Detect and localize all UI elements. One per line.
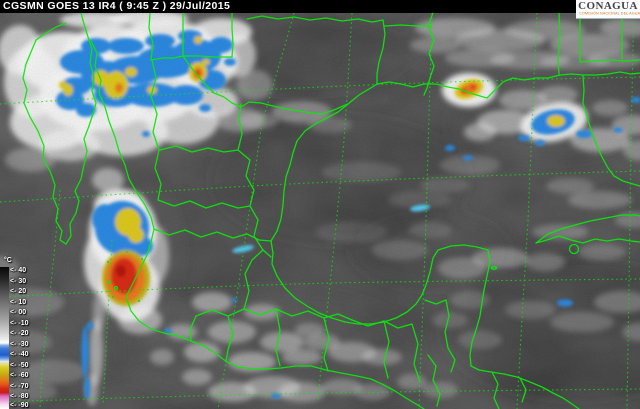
honduras-border [519,377,527,403]
longitude-line-b [102,239,113,406]
scale-tick: <- -60 [10,372,29,379]
guerrero-border [275,308,281,367]
islas-marias [113,285,119,291]
us-mexico-border-west [150,55,184,61]
image-title: CGSMN GOES 13 IR4 ( 9:45 Z ) 29/Jul/2015 [3,0,231,12]
chiapas-border [411,323,421,383]
belize-guatemala-border [447,347,456,373]
rio-grande-border [182,55,349,115]
longitude-line-f [516,12,538,409]
longitude-line-g [626,12,635,409]
latitude-line-30N [0,76,640,105]
longitude-line-e [418,12,433,409]
scale-gradient-bar [0,267,9,409]
cuba-south-coast [535,235,640,244]
oaxaca-chiapas-border [383,320,390,379]
texas-gulf-coast [347,83,378,105]
scale-tick: <- -80 [10,393,29,400]
guatemala-honduras-border [491,371,500,409]
scale-tick: <- -40 [10,351,29,358]
cuba-north-coast [535,214,640,244]
coahuila-border-horizontal [159,145,239,153]
oaxaca-west-border [323,317,330,372]
newmexico-texas-border [231,12,234,58]
hidalgo-border [243,249,264,310]
scale-tick: <- -30 [10,340,29,348]
tamaulipas-gulf-coast [270,103,349,242]
coahuila-border-vertical [237,103,243,151]
scale-tick: <- 40 [10,267,27,274]
mississippi-river-border [423,12,435,96]
conagua-logo-text: CONAGUA [578,0,638,12]
scale-tick: <- 30 [10,277,27,285]
mexico-pacific-coast [90,40,425,409]
texas-red-river-border [246,15,384,23]
latitude-line-15N [0,388,640,403]
isla-juventud-outline [568,243,580,255]
latitude-line-20N [0,278,640,298]
longitude-line-a [39,189,61,409]
michoacan-border [225,315,234,362]
arkansas-louisiana-border [384,24,433,27]
conagua-logo: CONAGUA COMISIÓN NACIONAL DEL AGUA [576,0,640,19]
california-border [35,22,67,41]
newmexico-mexico-border [182,55,233,58]
longitude-line-c [217,12,295,409]
georgia-florida-border [579,59,640,63]
sanluispotosi-border [153,228,272,242]
baja-california-east-coast [65,12,97,245]
scale-tick: <- -50 [10,361,29,369]
mexico-guatemala-border [427,354,441,407]
scale-unit-label: °C [4,257,12,264]
graticule-lines [0,12,640,409]
scale-tick: <- -10 [10,319,29,327]
mississippi-alabama-border [557,12,561,75]
scale-tick: <- 10 [10,298,27,306]
jalisco-coast-border [189,315,197,342]
scale-tick: <- -70 [10,382,29,390]
us-gulf-coast [376,71,640,99]
scale-tick: <- 00 [10,309,27,316]
cozumel-island [490,266,498,270]
florida-west-coast [582,75,640,187]
latitude-line-25N [0,170,640,203]
temperature-scale: °C <- 40 <- 30 <- 20 <- 10 <- 00 <- -10 … [0,256,40,409]
arizona-sonora-border-vertical [148,12,154,61]
conagua-logo-tagline: COMISIÓN NACIONAL DEL AGUA [579,11,640,16]
quintanaroo-border [444,299,450,349]
header-bar: CGSMN GOES 13 IR4 ( 9:45 Z ) 29/Jul/2015 [0,0,640,13]
campeche-border [424,299,447,305]
scale-tick: <- -20 [10,330,29,337]
chihuahua-durango-border [150,59,162,201]
campeche-yucatan-belize-coast [270,240,580,409]
texas-east-border [376,19,386,85]
zacatecas-border [157,199,251,209]
scale-tick: <- 20 [10,288,27,295]
scale-tick: <- -90 [10,401,29,409]
